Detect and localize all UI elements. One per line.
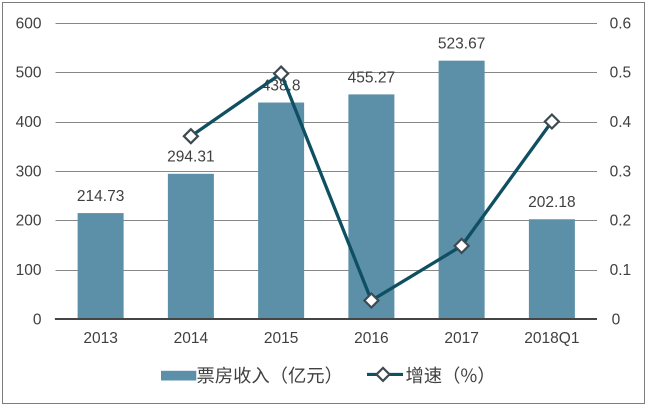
svg-text:0.2: 0.2 [610,213,632,230]
svg-text:600: 600 [16,15,42,32]
svg-text:200: 200 [16,213,42,230]
svg-text:400: 400 [16,114,42,131]
svg-text:294.31: 294.31 [167,149,214,166]
svg-text:500: 500 [16,65,42,82]
svg-text:0.3: 0.3 [610,163,632,180]
svg-text:0.1: 0.1 [610,262,632,279]
svg-text:2013: 2013 [83,330,117,347]
svg-text:0.4: 0.4 [610,114,632,131]
svg-text:202.18: 202.18 [528,194,575,211]
svg-text:0: 0 [612,311,621,328]
svg-text:2018Q1: 2018Q1 [524,330,579,347]
svg-text:0.5: 0.5 [610,65,632,82]
svg-text:100: 100 [16,262,42,279]
svg-text:2015: 2015 [264,330,298,347]
svg-text:300: 300 [16,163,42,180]
svg-text:0.6: 0.6 [610,15,632,32]
svg-text:2017: 2017 [444,330,478,347]
svg-text:455.27: 455.27 [348,69,395,86]
svg-text:214.73: 214.73 [77,188,124,205]
svg-text:523.67: 523.67 [438,36,485,53]
svg-text:2016: 2016 [354,330,388,347]
svg-text:2014: 2014 [174,330,209,347]
svg-text:0: 0 [33,311,42,328]
